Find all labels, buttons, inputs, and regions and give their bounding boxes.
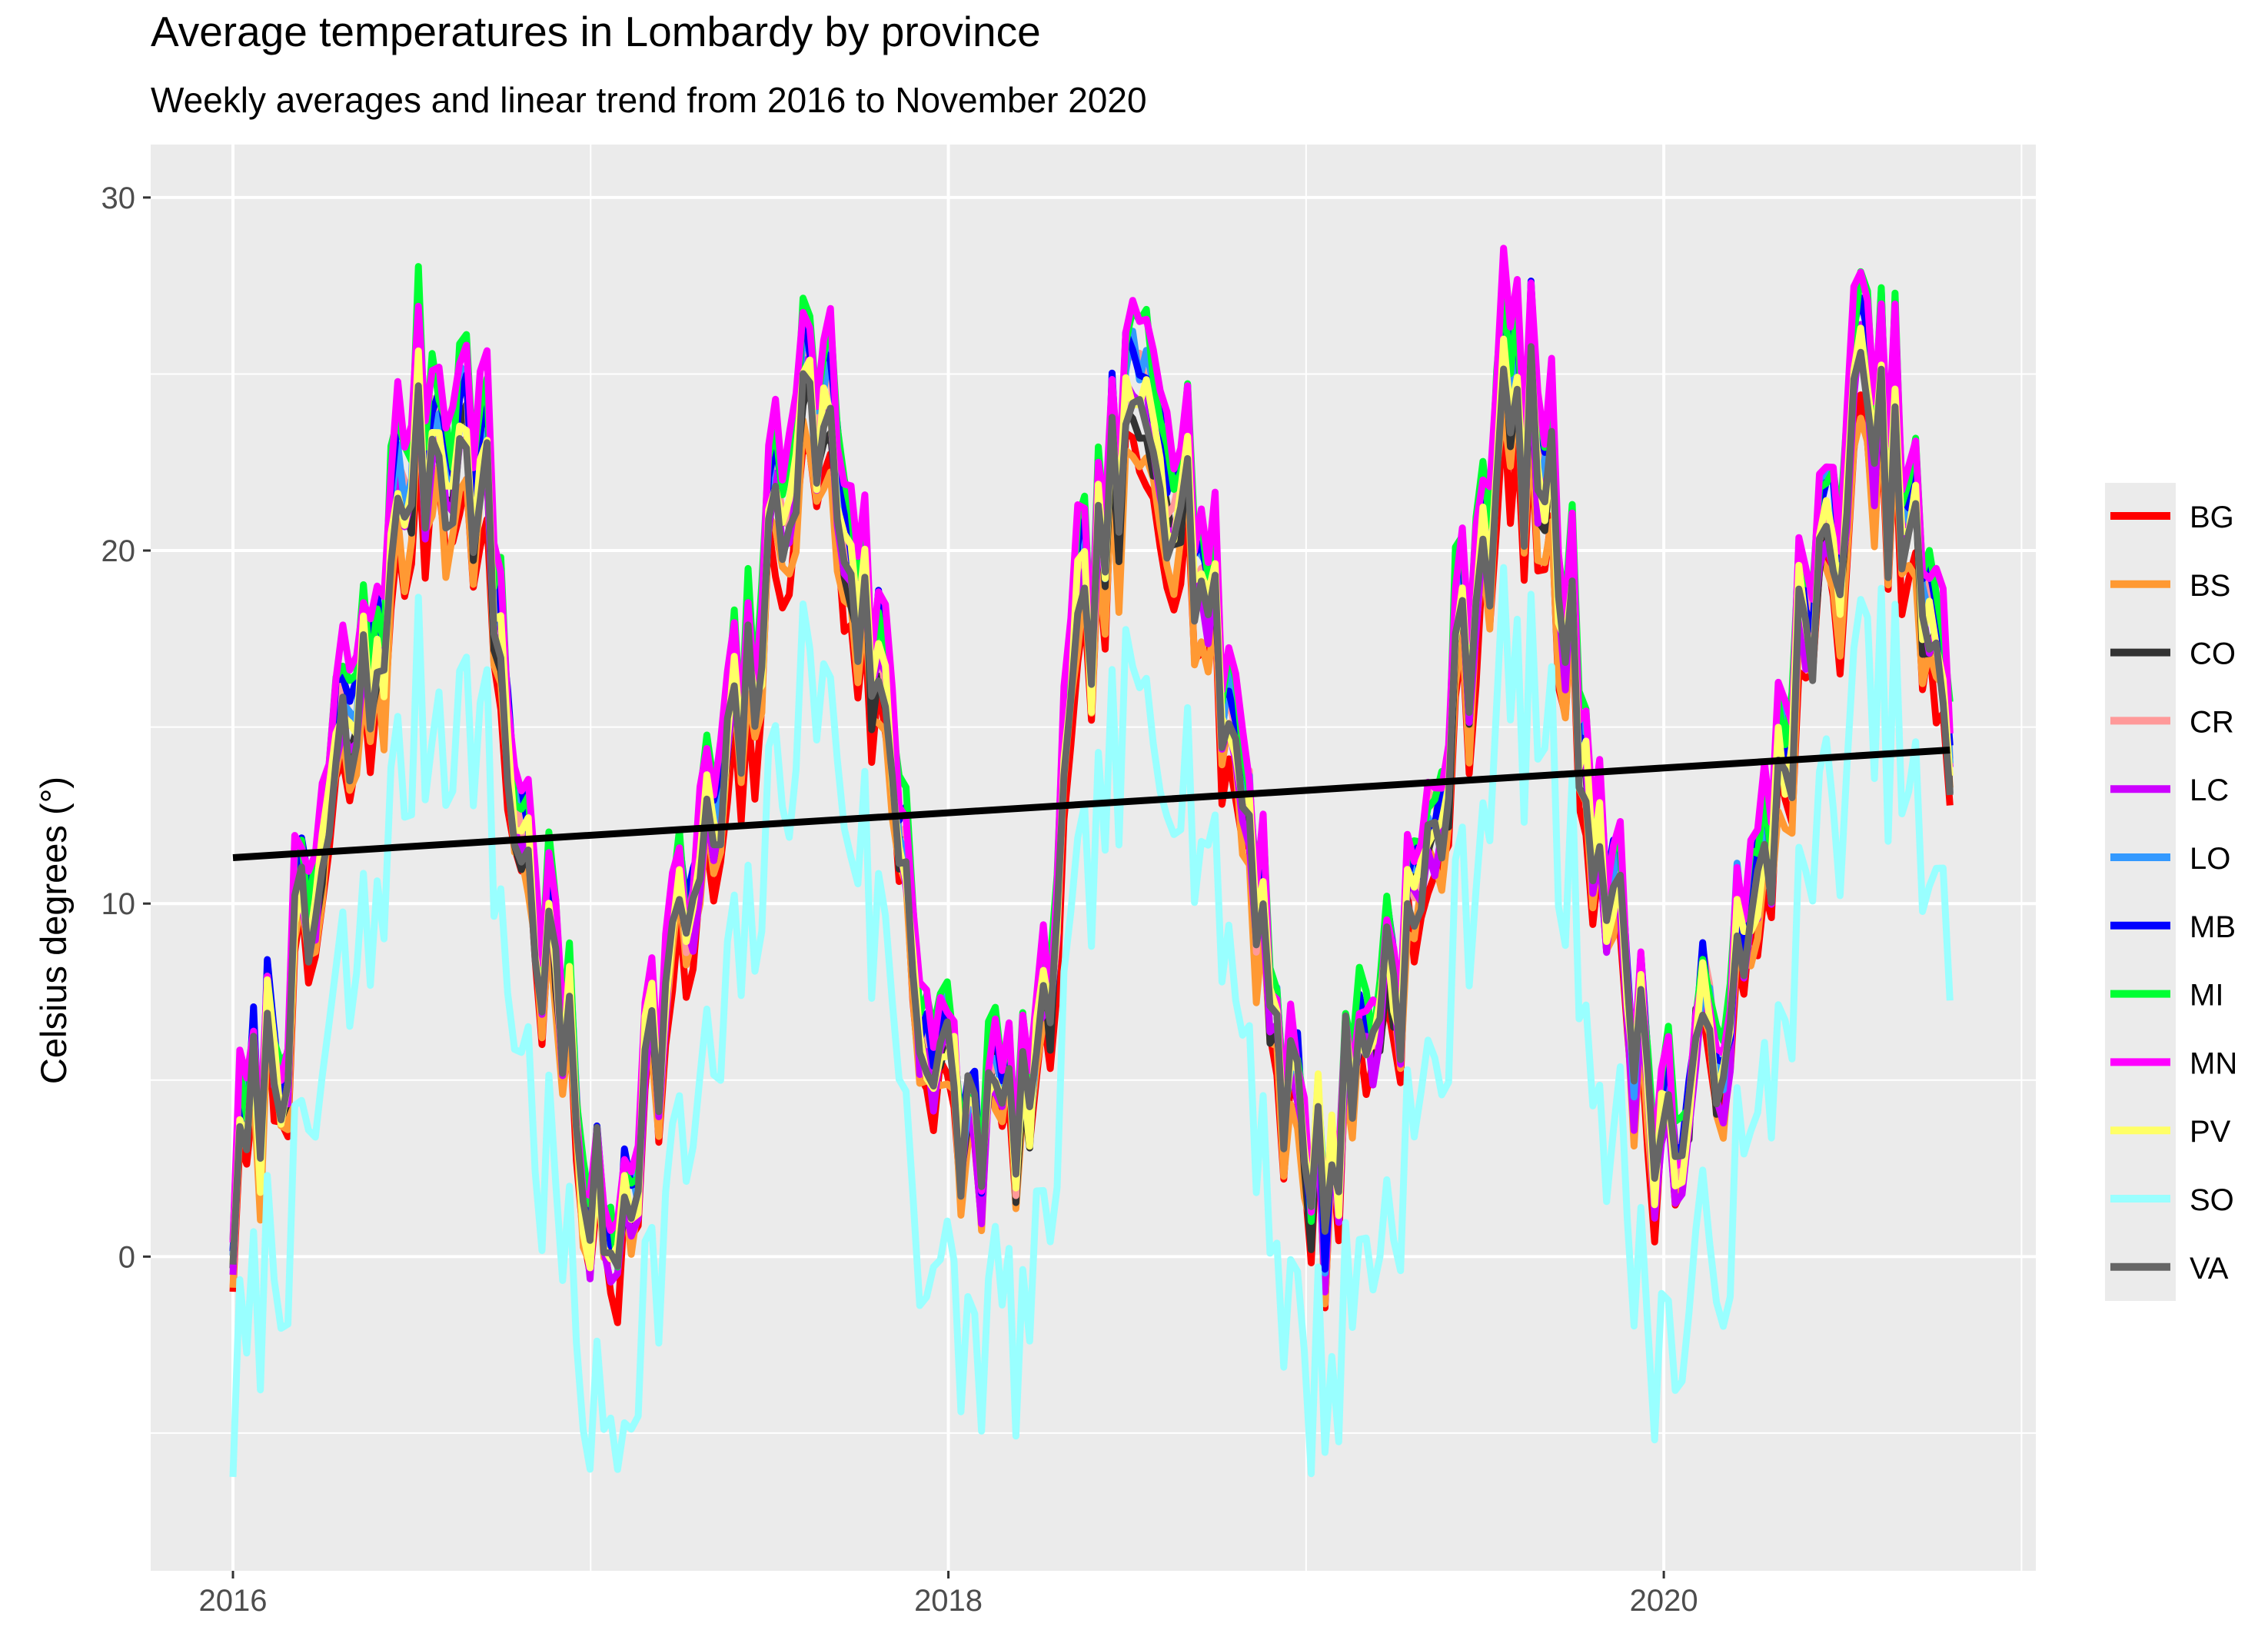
legend-label-mn: MN [2190,1046,2237,1080]
series-line-pv [229,324,1954,1272]
legend-label-bg: BG [2190,501,2234,534]
legend-label-pv: PV [2190,1115,2231,1149]
series-line-so [229,564,1954,1478]
legend-background [2105,483,2176,1301]
legend-label-lc: LC [2190,773,2229,807]
y-axis-title: Celsius degrees (°) [33,777,74,1084]
legend-label-mi: MI [2190,979,2223,1013]
series-lines [229,245,1954,1478]
legend-label-mb: MB [2190,910,2236,944]
legend-label-va: VA [2190,1252,2229,1286]
trend-line [232,746,1950,861]
trend-layer [232,746,1950,861]
x-tick-label: 2020 [1630,1584,1698,1618]
x-tick-label: 2018 [914,1584,983,1618]
y-axis: 0 10 20 30 [101,181,151,1274]
legend-label-cr: CR [2190,705,2234,739]
legend: BG BS CO CR LC LO MB MI MN PV SO VA [2110,501,2237,1286]
y-tick-label: 30 [101,181,136,215]
chart-title: Average temperatures in Lombardy by prov… [151,8,1041,55]
chart-subtitle: Weekly averages and linear trend from 20… [151,80,1147,120]
legend-label-lo: LO [2190,842,2230,876]
legend-label-bs: BS [2190,569,2230,603]
legend-label-so: SO [2190,1183,2234,1217]
series-line-va [229,343,1954,1270]
y-tick-label: 20 [101,534,136,568]
x-axis: 2016 2018 2020 [199,1571,1698,1618]
y-tick-label: 0 [118,1240,135,1274]
legend-label-co: CO [2190,637,2236,671]
x-tick-label: 2016 [199,1584,268,1618]
y-tick-label: 10 [101,887,136,921]
